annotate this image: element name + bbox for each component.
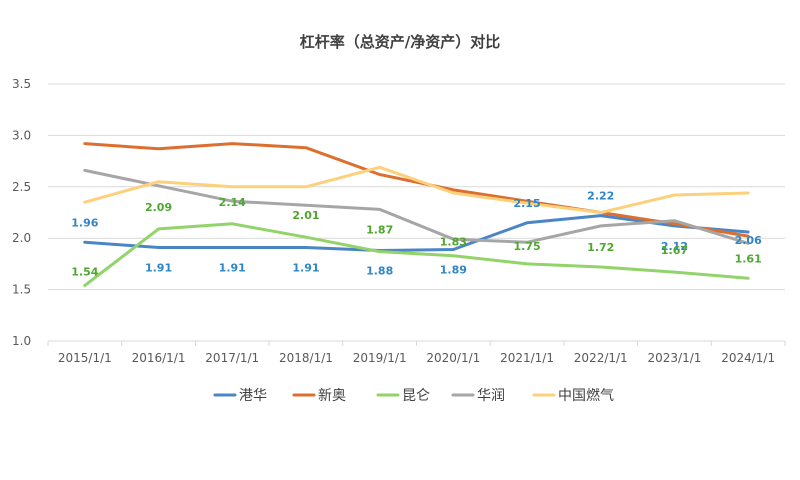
series-line-5 xyxy=(83,165,750,214)
data-label: 1.91 xyxy=(145,261,172,274)
chart-title: 杠杆率（总资产/净资产）对比 xyxy=(300,33,500,51)
data-label: 2.01 xyxy=(292,209,319,222)
data-label: 2.09 xyxy=(145,201,172,214)
legend-label: 港华 xyxy=(239,388,267,404)
x-tick-label: 2024/1/1 xyxy=(721,351,775,365)
y-tick-label: 2.0 xyxy=(12,231,31,245)
data-label: 2.22 xyxy=(587,190,614,203)
data-label: 1.91 xyxy=(292,261,319,274)
data-label: 2.12 xyxy=(661,240,688,253)
series-line-2 xyxy=(83,142,750,238)
x-tick-label: 2019/1/1 xyxy=(353,351,407,365)
data-label: 1.83 xyxy=(440,236,467,249)
y-tick-label: 1.5 xyxy=(12,283,31,297)
legend-label: 中国燃气 xyxy=(558,387,614,404)
series-line-3 xyxy=(83,222,750,287)
legend-label: 新奥 xyxy=(318,387,346,404)
x-tick-label: 2017/1/1 xyxy=(205,351,259,365)
data-label: 1.61 xyxy=(735,252,762,265)
x-tick-label: 2022/1/1 xyxy=(574,351,628,365)
grid-layer xyxy=(47,83,786,346)
data-label: 1.72 xyxy=(587,241,614,254)
y-tick-label: 3.0 xyxy=(12,128,31,142)
data-label: 1.88 xyxy=(366,265,393,278)
x-tick-label: 2015/1/1 xyxy=(58,351,112,365)
data-label: 1.75 xyxy=(513,240,540,253)
data-label: 1.89 xyxy=(440,264,467,277)
legend-item: 昆仑 xyxy=(376,388,430,404)
data-label: 1.96 xyxy=(71,216,98,229)
x-axis-ticks: 2015/1/1 2016/1/1 2017/1/1 2018/1/1 2019/1/1… xyxy=(58,351,775,365)
x-tick-label: 2023/1/1 xyxy=(647,351,701,365)
data-label: 1.67 xyxy=(661,244,688,257)
data-labels: 1.96 1.91 1.91 1.91 1.88 1.89 2.15 2.22 2.12 2.06… xyxy=(71,190,762,279)
data-label: 2.06 xyxy=(735,234,762,247)
y-axis-ticks: 1.0 1.5 2.0 2.5 3.0 3.5 xyxy=(12,77,31,348)
x-tick-label: 2021/1/1 xyxy=(500,351,554,365)
legend-item: 华润 xyxy=(451,388,505,404)
data-label: 2.15 xyxy=(513,197,540,210)
data-label: 1.91 xyxy=(219,261,246,274)
x-tick-label: 2016/1/1 xyxy=(132,351,186,365)
x-tick-label: 2020/1/1 xyxy=(426,351,480,365)
legend-item: 港华 xyxy=(213,388,267,404)
series-line-1 xyxy=(83,214,750,252)
legend: 港华 新奥 昆仑 华润 中国燃气 xyxy=(213,387,614,404)
series-layer xyxy=(83,142,750,287)
data-label: 2.14 xyxy=(219,196,246,209)
y-tick-label: 3.5 xyxy=(12,77,31,91)
legend-item: 中国燃气 xyxy=(532,387,614,404)
legend-item: 新奥 xyxy=(292,387,346,404)
data-label: 1.54 xyxy=(71,265,98,278)
series-line-4 xyxy=(83,168,750,245)
data-label: 1.87 xyxy=(366,224,393,237)
legend-label: 华润 xyxy=(477,388,505,404)
y-tick-label: 2.5 xyxy=(12,180,31,194)
x-tick-label: 2018/1/1 xyxy=(279,351,333,365)
legend-label: 昆仑 xyxy=(402,388,430,404)
y-tick-label: 1.0 xyxy=(12,334,31,348)
